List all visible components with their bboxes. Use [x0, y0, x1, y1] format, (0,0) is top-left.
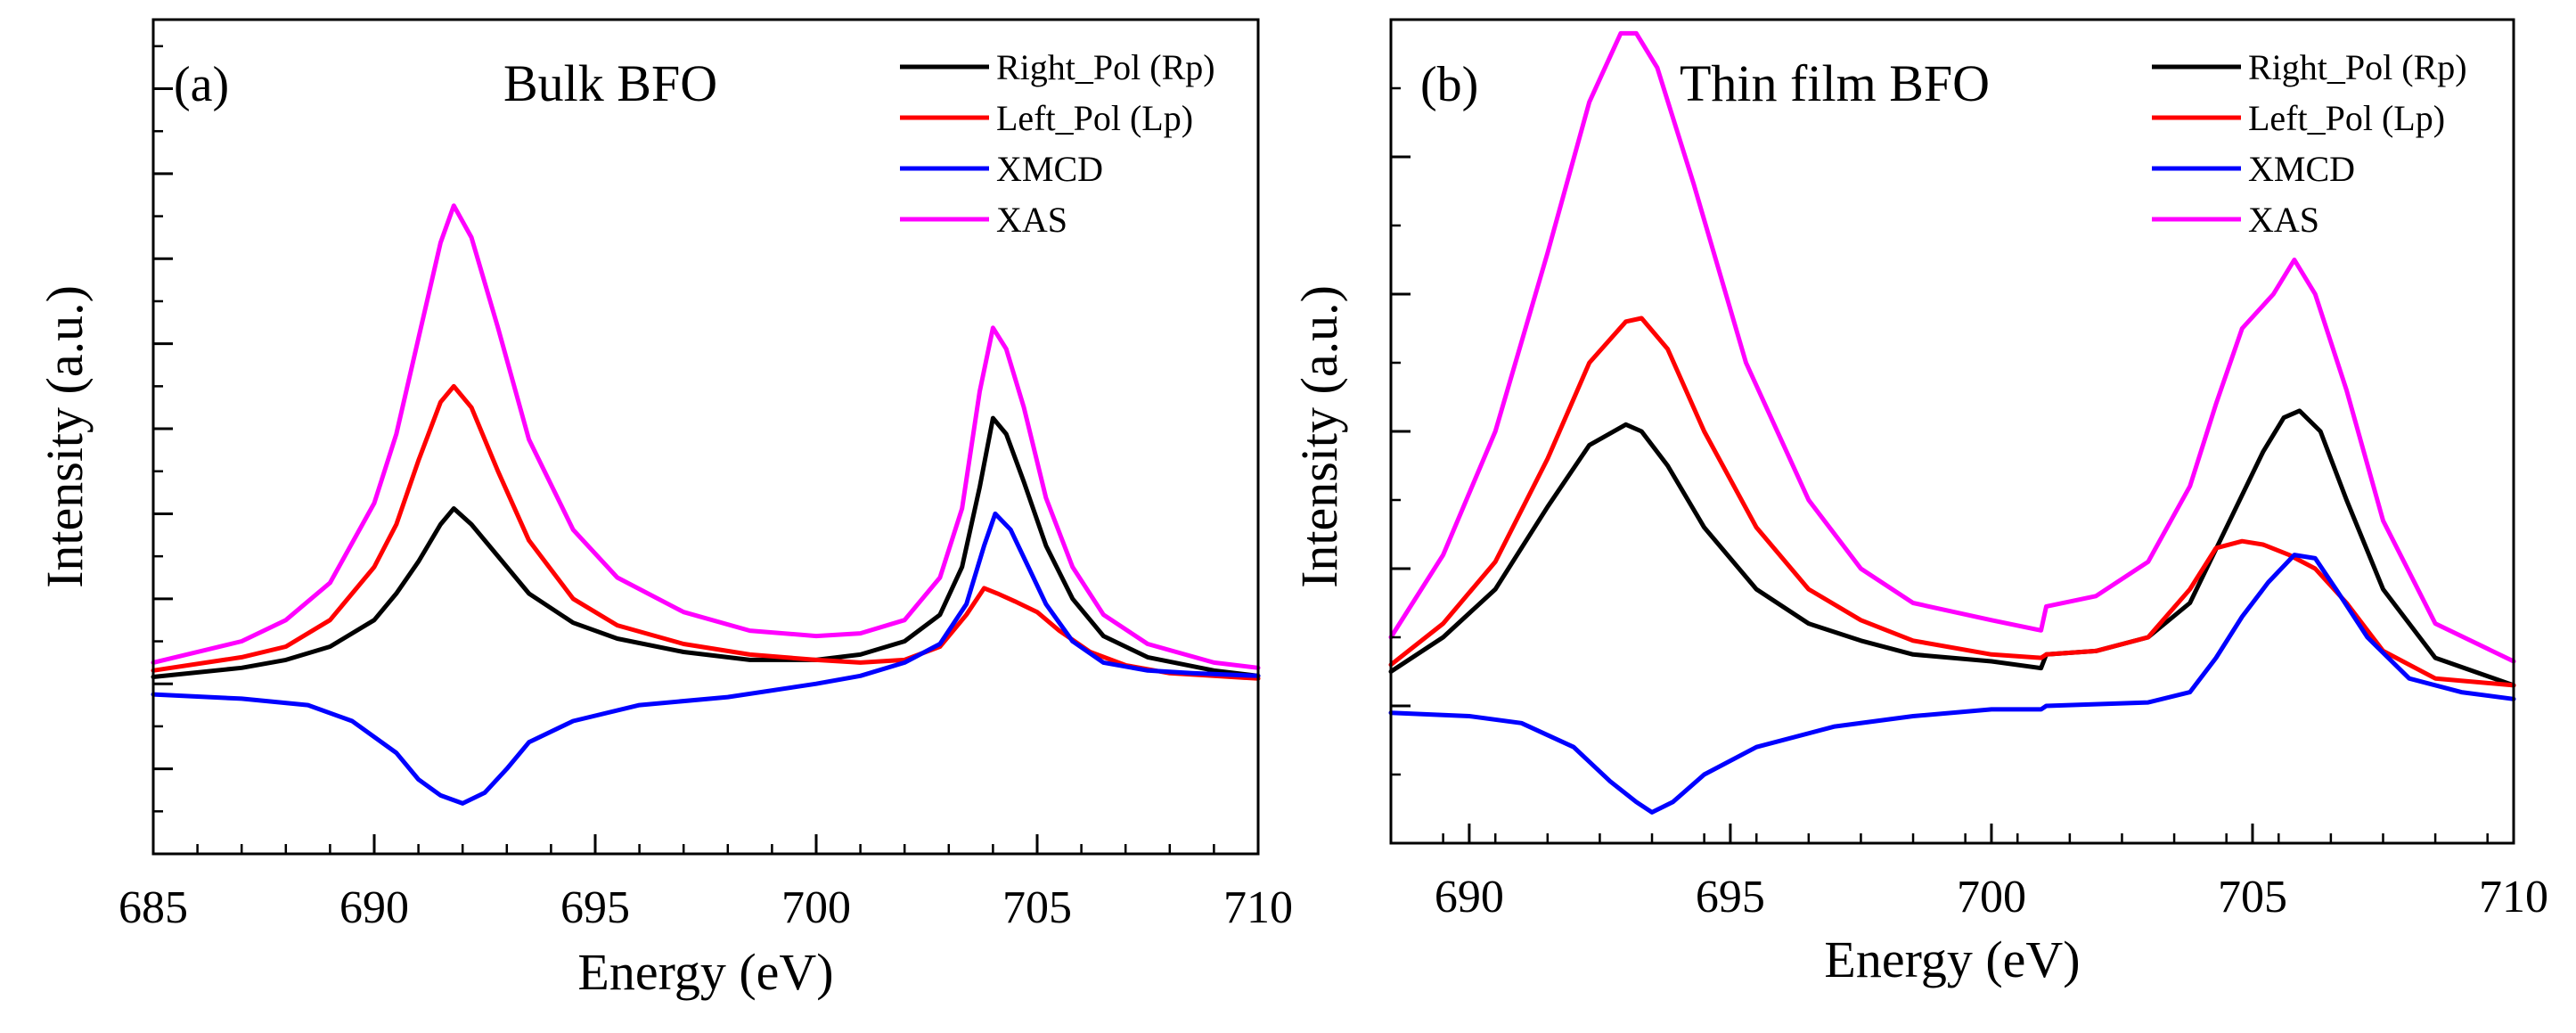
panel-a-legend-label-3: XAS — [996, 200, 1067, 240]
panel-a-series-layer — [151, 203, 1261, 806]
panel-a-x-tick-label: 705 — [1002, 882, 1072, 933]
panel-a-series-0 — [151, 415, 1261, 679]
panel-a-label: (a) — [174, 57, 229, 112]
panel-b-series-layer — [1388, 30, 2516, 815]
panel-a-x-axis-title: Energy (eV) — [577, 943, 833, 1001]
panel-b-series-0 — [1388, 408, 2516, 688]
panel-b-title: Thin film BFO — [1680, 54, 1990, 112]
panel-a-legend-label-0: Right_Pol (Rp) — [996, 47, 1215, 87]
panel-a-series-1 — [151, 383, 1261, 681]
panel-a-y-axis-title: Intensity (a.u.) — [36, 285, 94, 588]
panel-b: 690 695 700 705 710 (b) Thin film BFO Energy… — [1290, 18, 2548, 988]
panel-b-x-axis-title: Energy (eV) — [1824, 931, 2080, 988]
panel-b-x-tick-label: 695 — [1696, 872, 1765, 922]
panel-a-x-tick-label: 685 — [119, 882, 188, 933]
panel-b-plot-frame — [1389, 18, 2515, 845]
panel-b-legend-label-1: Left_Pol (Lp) — [2248, 98, 2445, 138]
panel-a-series-2 — [151, 511, 1261, 806]
panel-b-legend-label-2: XMCD — [2248, 149, 2355, 189]
panel-a-x-tick-label: 710 — [1223, 882, 1293, 933]
panel-b-x-tick-label: 690 — [1435, 872, 1504, 922]
panel-b-x-tick-label: 710 — [2479, 872, 2548, 922]
panel-a-x-tick-label: 700 — [781, 882, 851, 933]
panel-a-plot-frame — [151, 18, 1260, 856]
panel-b-legend-label-3: XAS — [2248, 200, 2319, 240]
panel-b-series-2 — [1388, 553, 2516, 815]
panel-a-x-tick-label: 690 — [339, 882, 409, 933]
panel-a: 685 690 695 700 705 710 (a) Bulk BFO Energy (… — [36, 18, 1293, 1001]
panel-b-y-axis-title: Intensity (a.u.) — [1290, 285, 1348, 588]
panel-a-legend-label-1: Left_Pol (Lp) — [996, 98, 1193, 138]
panel-a-x-tick-label: 695 — [560, 882, 630, 933]
panel-a-legend: Right_Pol (Rp) Left_Pol (Lp) XMCD XAS — [900, 47, 1215, 240]
panel-a-title: Bulk BFO — [503, 54, 717, 112]
panel-b-legend: Right_Pol (Rp) Left_Pol (Lp) XMCD XAS — [2152, 47, 2467, 240]
panel-a-series-3 — [151, 203, 1261, 670]
panel-b-series-1 — [1388, 316, 2516, 688]
panel-b-series-3 — [1388, 30, 2516, 664]
panel-b-x-tick-label: 705 — [2218, 872, 2287, 922]
panel-a-legend-label-2: XMCD — [996, 149, 1103, 189]
panel-b-x-tick-label: 700 — [1957, 872, 2026, 922]
panel-b-legend-label-0: Right_Pol (Rp) — [2248, 47, 2467, 87]
panel-b-label: (b) — [1420, 57, 1478, 112]
panel-b-ticks-layer: 690 695 700 705 710 — [1389, 18, 2548, 922]
panel-a-ticks-layer: 685 690 695 700 705 710 — [119, 45, 1293, 933]
